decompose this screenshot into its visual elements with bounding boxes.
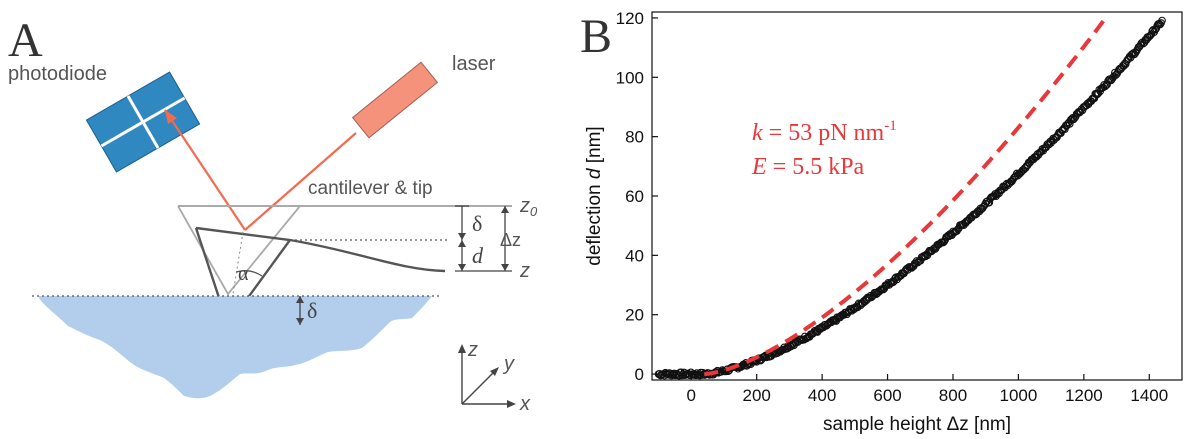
y-axis-label: deflection d [nm]: [584, 126, 605, 265]
data-point: [1158, 16, 1166, 25]
photodiode: [85, 71, 201, 173]
x-tick-label: 800: [939, 386, 967, 405]
laser-beam-incident: [244, 132, 357, 231]
laser: [351, 61, 439, 139]
data-point: [1065, 120, 1074, 128]
panel-a-label: A: [8, 14, 43, 67]
tip-axis-guide: [227, 231, 244, 326]
data-point: [944, 231, 952, 240]
coordinate-axes: z y x: [458, 339, 531, 415]
delta-bottom-head-down: [296, 318, 304, 325]
data-point: [876, 286, 885, 295]
y-tick-label: 20: [625, 306, 644, 325]
panel-b-label: B: [580, 10, 612, 63]
fit-curve-dashed: [704, 19, 1106, 377]
x-tick-label: 0: [687, 386, 696, 405]
axis-x-label: x: [519, 393, 531, 415]
x-tick-label: 400: [808, 386, 836, 405]
axis-z-label: z: [467, 339, 478, 361]
sample: [38, 296, 432, 399]
photodiode-divider-h: [100, 96, 186, 148]
y-tick-label: 40: [625, 246, 644, 265]
data-points-series: [654, 16, 1166, 380]
y-tick-label: 120: [616, 9, 644, 28]
photodiode-label: photodiode: [8, 63, 107, 85]
cantilever-label: cantilever & tip: [308, 178, 433, 199]
d-label: d: [472, 243, 484, 268]
x-tick-label: 1000: [1000, 386, 1038, 405]
axis-y-label: y: [502, 353, 515, 375]
delta-z-head-down: [501, 264, 509, 271]
x-axis-label: sample height Δz [nm]: [823, 414, 1011, 435]
delta-top-head: [458, 233, 466, 240]
laser-beam-reflected: [164, 109, 246, 231]
delta-bottom-label: δ: [307, 298, 317, 323]
alpha-label: α: [238, 263, 249, 285]
x-tick-label: 600: [873, 386, 901, 405]
delta-top-label: δ: [472, 211, 482, 236]
tip-undeflected: [177, 205, 301, 296]
axis-z-head: [458, 344, 466, 353]
y-tick-label: 100: [616, 68, 644, 87]
annotation-k: k = 53 pN nm-1: [752, 118, 897, 146]
axis-y-line: [461, 369, 497, 405]
alpha-arc: [235, 270, 263, 277]
y-tick-label: 60: [625, 187, 644, 206]
x-tick-label: 1400: [1130, 386, 1168, 405]
x-tick-label: 200: [743, 386, 771, 405]
axis-x-head: [507, 400, 516, 408]
laser-body: [351, 61, 439, 139]
panel-a-diagram: A photodiode laser cantilever & tip α δ …: [8, 14, 538, 415]
x-tick-label: 1200: [1065, 386, 1103, 405]
delta-bottom-head-up: [296, 296, 304, 303]
beam-arrowhead: [165, 110, 177, 124]
annotation-e: E = 5.5 kPa: [751, 154, 865, 180]
data-point: [826, 317, 835, 326]
y-tick-label: 80: [625, 128, 644, 147]
delta-z-label: Δz: [500, 230, 521, 250]
axis-y-head: [490, 367, 499, 376]
data-point: [1156, 20, 1164, 29]
cantilever-deflected: [195, 226, 446, 273]
z0-label: z0: [519, 195, 538, 219]
delta-z-head-up: [501, 206, 509, 213]
plot-frame: [651, 11, 1183, 381]
laser-label: laser: [452, 53, 496, 75]
tick-layer: 0 200 400 600 800 1000 1200 1400 0 20 40 60 80 100 120: [616, 9, 1169, 405]
d-head-up: [458, 240, 466, 247]
z-label: z: [519, 260, 530, 282]
d-head-down: [458, 264, 466, 271]
y-tick-label: 0: [635, 365, 644, 384]
